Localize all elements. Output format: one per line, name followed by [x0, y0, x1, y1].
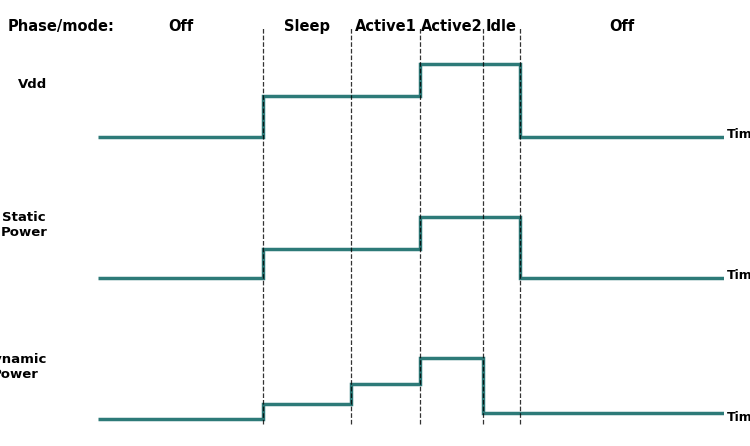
Text: Static
Power: Static Power — [1, 211, 47, 240]
Text: Sleep: Sleep — [284, 19, 330, 34]
Text: Off: Off — [609, 19, 634, 34]
Text: Idle: Idle — [486, 19, 517, 34]
Text: Vdd: Vdd — [18, 78, 47, 91]
Text: Active2: Active2 — [421, 19, 482, 34]
Text: Time: Time — [727, 128, 750, 141]
Text: Dynamic
Power: Dynamic Power — [0, 353, 47, 381]
Text: Phase/mode:: Phase/mode: — [8, 19, 114, 34]
Text: Time: Time — [727, 269, 750, 282]
Text: Time: Time — [727, 411, 750, 424]
Text: Off: Off — [168, 19, 193, 34]
Text: Active1: Active1 — [355, 19, 416, 34]
